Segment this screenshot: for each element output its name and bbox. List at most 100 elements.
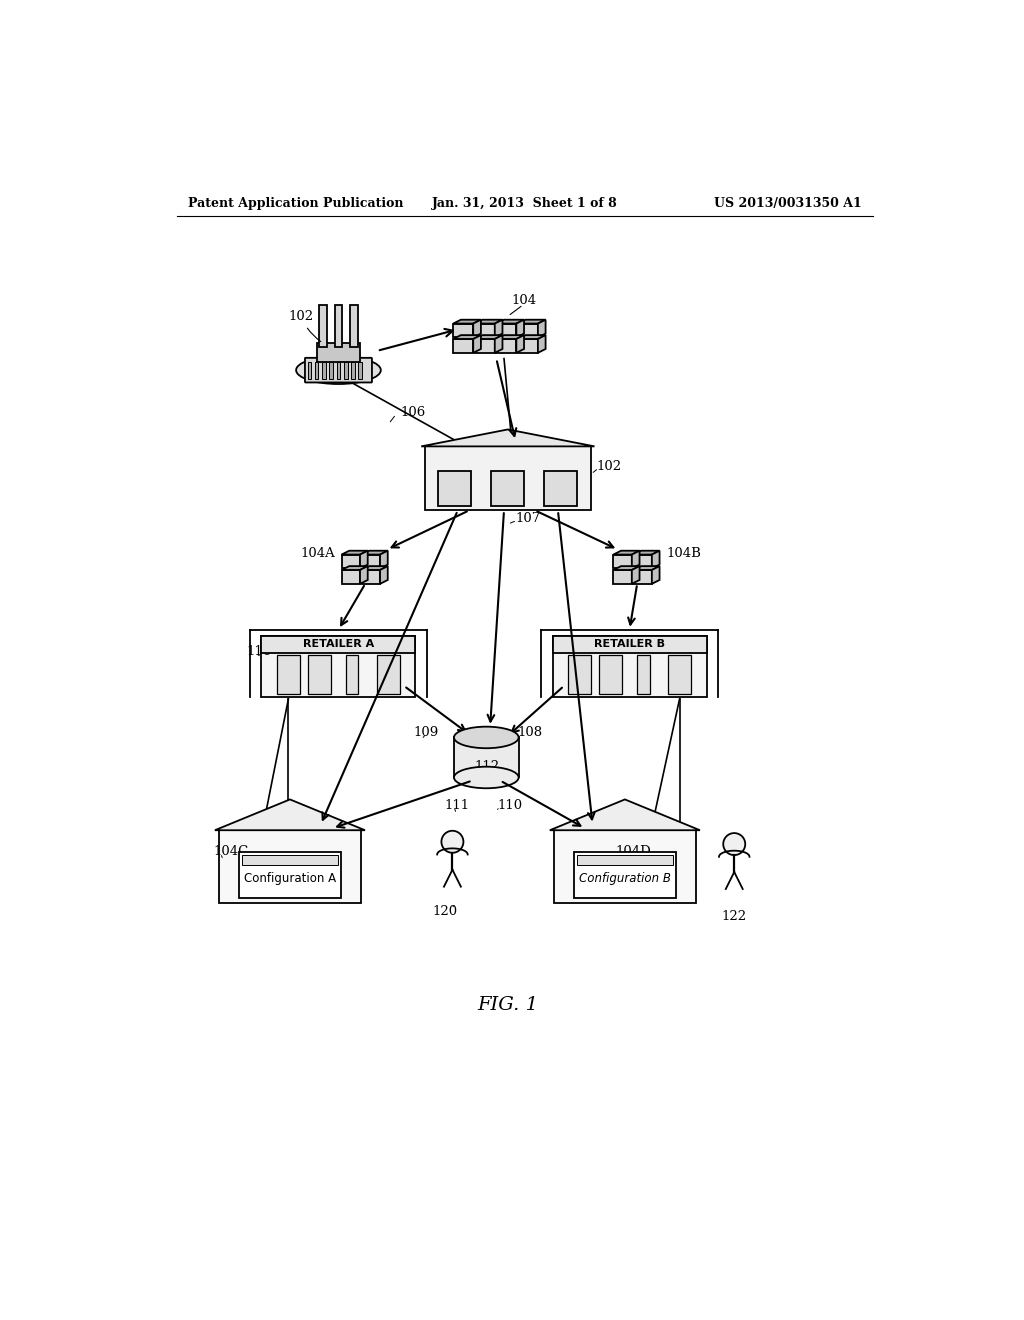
Bar: [425, 446, 591, 510]
Text: 106: 106: [400, 407, 425, 418]
Polygon shape: [475, 319, 503, 323]
Bar: [454, 738, 518, 777]
Bar: [454, 339, 473, 352]
Text: Configuration B: Configuration B: [579, 873, 671, 884]
Text: RETAILER A: RETAILER A: [303, 639, 374, 649]
Polygon shape: [652, 566, 659, 583]
Polygon shape: [538, 319, 546, 338]
Text: RETAILER B: RETAILER B: [594, 639, 665, 649]
Bar: [475, 323, 495, 338]
Bar: [346, 655, 358, 694]
Bar: [344, 362, 347, 379]
Polygon shape: [361, 566, 388, 570]
Polygon shape: [360, 566, 368, 583]
Polygon shape: [495, 319, 503, 338]
Bar: [351, 362, 355, 379]
Bar: [613, 570, 632, 583]
Polygon shape: [473, 335, 481, 352]
Polygon shape: [380, 550, 388, 569]
Bar: [475, 339, 495, 352]
Circle shape: [723, 833, 745, 855]
Bar: [568, 655, 591, 694]
Bar: [553, 636, 707, 653]
Ellipse shape: [296, 356, 381, 384]
Bar: [337, 362, 340, 379]
Polygon shape: [342, 550, 368, 554]
Circle shape: [441, 830, 464, 853]
Polygon shape: [550, 800, 700, 830]
Bar: [545, 471, 578, 506]
Bar: [239, 853, 341, 898]
Bar: [219, 830, 361, 903]
Polygon shape: [495, 335, 503, 352]
Bar: [454, 323, 473, 338]
Bar: [319, 305, 327, 347]
Text: 104B: 104B: [667, 546, 701, 560]
Polygon shape: [632, 550, 640, 569]
Bar: [307, 655, 331, 694]
Polygon shape: [454, 319, 481, 323]
Bar: [573, 853, 676, 898]
Polygon shape: [497, 319, 524, 323]
Text: 118: 118: [606, 643, 632, 656]
Bar: [377, 655, 400, 694]
Text: FIG. 1: FIG. 1: [477, 997, 539, 1014]
Polygon shape: [380, 566, 388, 583]
Polygon shape: [497, 335, 524, 339]
Bar: [577, 855, 673, 865]
Bar: [261, 636, 416, 697]
Bar: [317, 343, 359, 363]
Text: 112: 112: [475, 760, 500, 774]
Text: 116: 116: [246, 644, 271, 657]
Bar: [599, 655, 622, 694]
Bar: [518, 339, 538, 352]
Text: 104D: 104D: [615, 845, 651, 858]
Bar: [361, 554, 380, 569]
Polygon shape: [360, 550, 368, 569]
Polygon shape: [634, 566, 659, 570]
Polygon shape: [421, 429, 595, 446]
Text: 107: 107: [515, 512, 541, 525]
Bar: [492, 471, 524, 506]
Text: 122: 122: [722, 911, 746, 924]
Polygon shape: [518, 335, 546, 339]
Polygon shape: [632, 566, 640, 583]
Bar: [668, 655, 691, 694]
Polygon shape: [516, 335, 524, 352]
Bar: [553, 636, 707, 697]
Polygon shape: [361, 550, 388, 554]
Bar: [518, 323, 538, 338]
Bar: [242, 855, 338, 865]
Bar: [554, 830, 696, 903]
Bar: [358, 362, 362, 379]
Bar: [314, 362, 318, 379]
Bar: [335, 305, 342, 347]
Bar: [613, 554, 632, 569]
Polygon shape: [342, 566, 368, 570]
Text: 104C: 104C: [213, 845, 248, 858]
Text: 120: 120: [432, 906, 458, 917]
Text: 109: 109: [413, 726, 438, 739]
Bar: [307, 362, 311, 379]
Bar: [323, 362, 326, 379]
Bar: [497, 323, 516, 338]
Bar: [330, 362, 333, 379]
Text: US 2013/0031350 A1: US 2013/0031350 A1: [715, 197, 862, 210]
Polygon shape: [613, 550, 640, 554]
Bar: [342, 570, 360, 583]
Polygon shape: [475, 335, 503, 339]
Bar: [261, 636, 416, 653]
Text: Patent Application Publication: Patent Application Publication: [188, 197, 403, 210]
Polygon shape: [215, 800, 365, 830]
Polygon shape: [454, 335, 481, 339]
Bar: [361, 570, 380, 583]
Polygon shape: [473, 319, 481, 338]
Bar: [276, 655, 300, 694]
Polygon shape: [613, 566, 640, 570]
Text: 104: 104: [512, 294, 537, 308]
Bar: [438, 471, 471, 506]
Bar: [634, 554, 652, 569]
Polygon shape: [518, 319, 546, 323]
Bar: [342, 554, 360, 569]
Ellipse shape: [454, 767, 518, 788]
